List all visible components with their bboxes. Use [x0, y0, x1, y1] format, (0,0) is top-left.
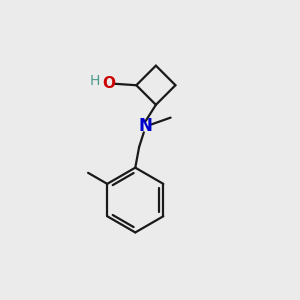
Text: H: H [90, 74, 100, 88]
Text: O: O [102, 76, 116, 91]
Text: N: N [139, 117, 152, 135]
